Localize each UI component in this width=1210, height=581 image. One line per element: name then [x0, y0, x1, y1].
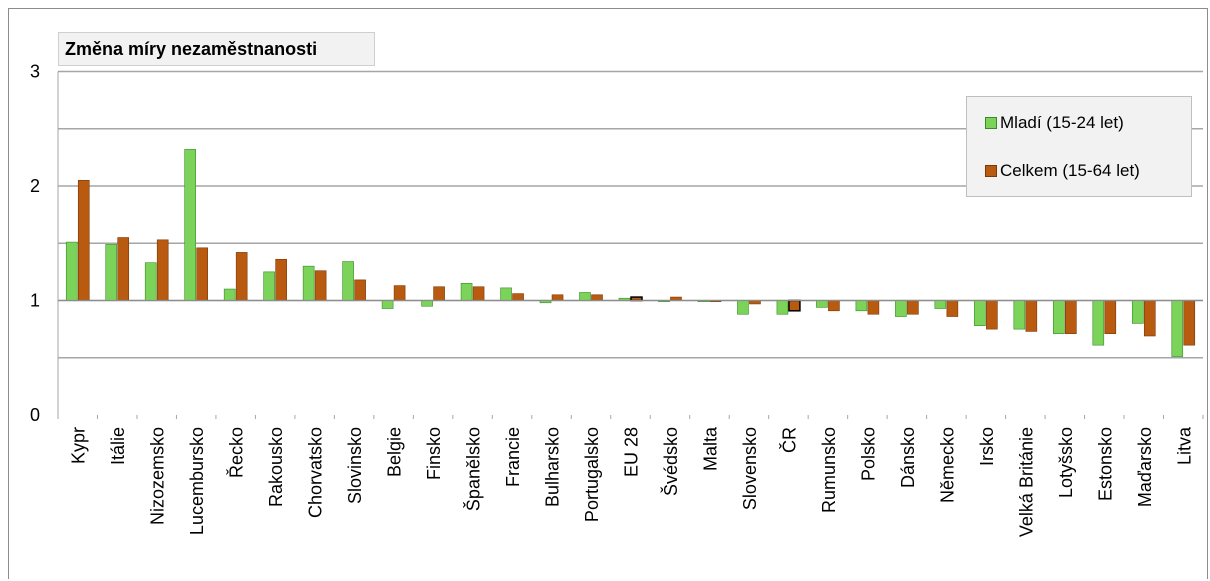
x-tick-label: Dánsko [898, 427, 918, 488]
x-tick-label: Slovensko [740, 427, 760, 510]
legend-label-youth: Mladí (15-24 let) [1000, 113, 1124, 132]
bar-youth [974, 300, 986, 326]
bar-youth [381, 300, 394, 309]
bar-youth [1131, 300, 1144, 324]
bar-total [1183, 300, 1196, 346]
chart-title: Změna míry nezaměstnanosti [58, 32, 375, 66]
x-tick-label: Kypr [69, 427, 89, 464]
x-tick-label: Litva [1174, 426, 1194, 465]
bar-youth [895, 300, 907, 317]
x-tick-label: Slovinsko [345, 427, 365, 504]
bar-total [591, 294, 603, 301]
y-tick-label: 2 [30, 176, 40, 196]
x-tick-label: Velká Británie [1016, 427, 1036, 537]
bar-total [235, 252, 248, 301]
y-tick-label: 0 [30, 405, 40, 425]
bar-total [433, 286, 445, 301]
bar-youth [144, 262, 157, 301]
x-tick-label: Estonsko [1095, 427, 1115, 501]
bar-youth [1053, 300, 1065, 335]
x-tick-label: Švédsko [660, 427, 681, 496]
x-tick-label: Finsko [424, 427, 444, 480]
bar-youth [737, 300, 749, 315]
legend-item-youth: Mladí (15-24 let) [985, 111, 1124, 135]
bar-total [472, 286, 485, 301]
bar-youth [65, 241, 78, 301]
bar-total [393, 285, 406, 301]
bar-youth [855, 300, 868, 312]
bar-total [1143, 300, 1156, 337]
bar-youth [816, 300, 828, 308]
chart-legend: Mladí (15-24 let) Celkem (15-64 let) [966, 96, 1192, 197]
bar-total [788, 299, 801, 312]
bar-youth [934, 300, 947, 309]
bar-total [1065, 300, 1077, 335]
bar-youth [1092, 300, 1105, 346]
bar-total [156, 239, 169, 301]
bar-total [867, 300, 880, 315]
bar-youth [263, 271, 275, 301]
bar-total [354, 279, 366, 301]
bar-youth [579, 292, 591, 301]
bar-youth [1171, 300, 1184, 357]
bar-total [314, 270, 327, 301]
bar-total [512, 293, 524, 301]
x-tick-label: Lotyšsko [1056, 427, 1076, 498]
bar-total [946, 300, 959, 317]
bar-youth [302, 265, 315, 301]
bar-youth [342, 261, 354, 301]
x-tick-label: Bulharsko [543, 427, 563, 507]
x-tick-label: Portugalsko [582, 427, 602, 522]
x-tick-label: ČR [778, 427, 799, 453]
x-tick-label: Maďarsko [1135, 427, 1155, 507]
x-tick-label: Irsko [977, 427, 997, 466]
x-tick-label: EU 28 [622, 427, 642, 477]
x-tick-label: Nizozemsko [148, 427, 168, 525]
chart-frame [8, 8, 1208, 579]
x-tick-label: Rumunsko [819, 427, 839, 513]
bar-youth [184, 149, 196, 301]
x-tick-label: Francie [503, 427, 523, 487]
x-tick-label: Polsko [858, 427, 878, 481]
bar-youth [1013, 300, 1026, 330]
legend-swatch-total [985, 165, 997, 177]
y-tick-label: 1 [30, 291, 40, 311]
legend-label-total: Celkem (15-64 let) [1000, 161, 1140, 180]
bar-total [117, 237, 130, 301]
bar-youth [776, 300, 789, 315]
x-tick-label: Malta [700, 426, 720, 471]
bar-total [551, 294, 564, 301]
bar-total [828, 300, 840, 312]
x-tick-label: Itálie [108, 427, 128, 465]
x-tick-label: Lucembursko [187, 427, 207, 535]
bar-total [275, 258, 287, 301]
x-tick-label: Rakousko [266, 427, 286, 507]
x-tick-label: Španělsko [463, 427, 484, 511]
bar-youth [105, 244, 118, 301]
bar-youth [223, 288, 236, 301]
x-tick-label: Německo [937, 427, 957, 503]
y-tick-label: 3 [30, 62, 40, 82]
bar-youth [460, 283, 473, 301]
bar-youth [421, 300, 433, 307]
bar-total [196, 247, 208, 301]
legend-swatch-youth [985, 117, 997, 129]
bar-total [1104, 300, 1117, 335]
x-tick-label: Belgie [385, 427, 405, 477]
x-tick-label: Řecko [227, 427, 247, 478]
legend-item-total: Celkem (15-64 let) [985, 159, 1140, 183]
x-tick-label: Chorvatsko [306, 427, 326, 518]
bar-total [907, 300, 919, 315]
bar-total [986, 300, 998, 330]
bar-total [1025, 300, 1038, 332]
bar-youth [500, 287, 512, 301]
bar-total [77, 179, 90, 301]
